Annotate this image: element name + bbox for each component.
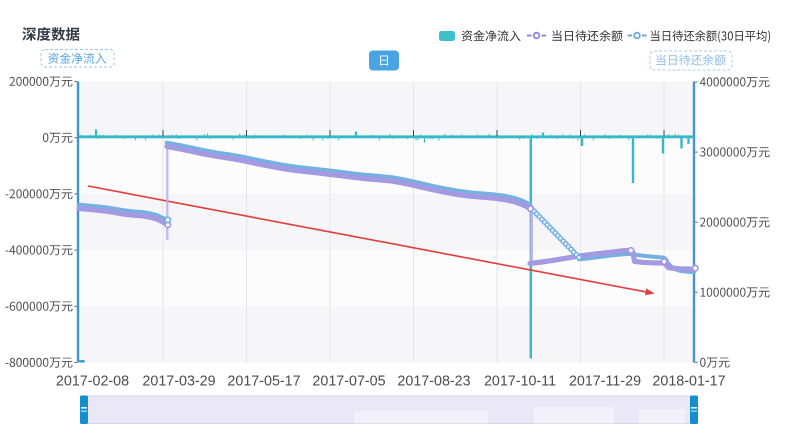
svg-text:2017-10-11: 2017-10-11 — [484, 374, 556, 390]
svg-text:2018-01-17: 2018-01-17 — [652, 374, 725, 390]
svg-text:2017-03-29: 2017-03-29 — [142, 374, 215, 390]
svg-text:2017-11-29: 2017-11-29 — [569, 374, 641, 390]
svg-text:2017-02-08: 2017-02-08 — [56, 374, 129, 390]
svg-text:2017-07-05: 2017-07-05 — [312, 374, 385, 390]
svg-text:2017-05-17: 2017-05-17 — [227, 374, 300, 390]
svg-text:2017-08-23: 2017-08-23 — [397, 374, 470, 390]
